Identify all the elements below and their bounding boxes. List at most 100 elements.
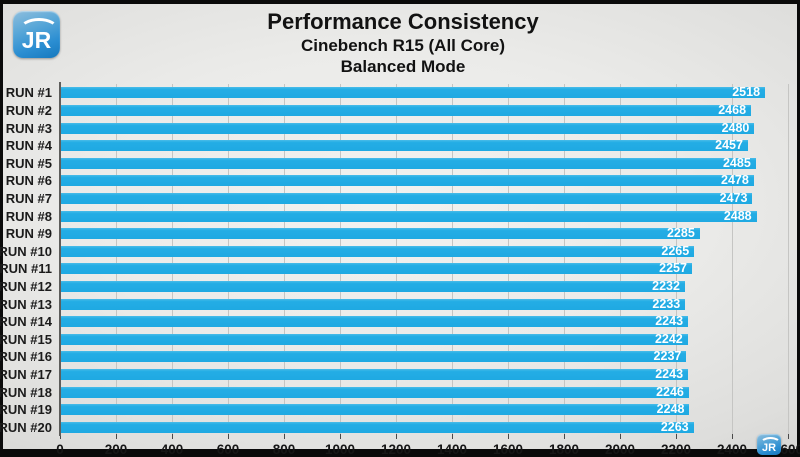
- gridline: [228, 84, 229, 434]
- value-label: 2243: [655, 314, 684, 329]
- x-axis-tick-label: 1400: [436, 442, 468, 457]
- run-label: RUN #1: [5, 85, 52, 101]
- gridline: [788, 84, 789, 434]
- x-axis-tick: [620, 434, 621, 439]
- gridline: [116, 84, 117, 434]
- run-label: RUN #2: [5, 102, 52, 118]
- run-label: RUN #18: [0, 384, 52, 400]
- bar: 2246: [60, 384, 689, 399]
- x-axis-tick-label: 2200: [660, 442, 692, 457]
- watermark-arc-icon: [760, 437, 781, 450]
- value-label: 2248: [656, 402, 685, 417]
- jr-channel-logo: JR: [13, 11, 60, 58]
- bar-row: 2263: [60, 419, 694, 434]
- value-label: 2285: [666, 226, 695, 241]
- bar-row: 2457: [60, 139, 748, 151]
- x-axis-tick: [284, 434, 285, 439]
- value-label: 2263: [660, 419, 689, 434]
- chart-header: Performance Consistency Cinebench R15 (A…: [3, 9, 800, 77]
- run-label: RUN #3: [5, 120, 52, 136]
- run-label: RUN #17: [0, 366, 52, 382]
- run-label: RUN #4: [5, 138, 52, 154]
- bar: 2243: [60, 314, 689, 329]
- run-label: RUN #9: [5, 226, 52, 242]
- value-label: 2237: [653, 349, 682, 364]
- x-axis-tick-label: 200: [104, 442, 128, 457]
- value-label: 2485: [722, 155, 751, 170]
- bar-row: 2285: [60, 226, 700, 241]
- x-axis-tick-label: 600: [216, 442, 240, 457]
- page-title: Performance Consistency: [267, 9, 539, 34]
- bar: 2265: [60, 243, 695, 258]
- bar: 2468: [60, 102, 752, 117]
- value-label: 2265: [661, 243, 690, 258]
- x-axis-tick: [676, 434, 677, 439]
- run-label: RUN #16: [0, 349, 52, 365]
- bar: 2480: [60, 121, 755, 134]
- bar-row: 2485: [60, 155, 756, 170]
- value-label: 2478: [721, 173, 749, 188]
- chart-background: JR Performance Consistency Cinebench R15…: [0, 4, 800, 457]
- run-label: RUN #5: [5, 155, 52, 171]
- bar: 2518: [60, 85, 766, 100]
- value-label: 2233: [652, 296, 681, 311]
- bar-row: 2248: [60, 402, 690, 417]
- gridline: [676, 84, 677, 434]
- bar: 2263: [60, 419, 694, 434]
- gridline: [452, 84, 453, 434]
- bar-row: 2518: [60, 85, 766, 100]
- x-axis-tick: [116, 434, 117, 439]
- bar: 2457: [60, 139, 748, 151]
- value-label: 2246: [656, 384, 684, 399]
- run-label: RUN #7: [5, 190, 52, 206]
- x-axis-tick: [732, 434, 733, 439]
- bar-row: 2243: [60, 314, 689, 329]
- x-axis-tick-label: 2000: [604, 442, 636, 457]
- run-label: RUN #13: [0, 296, 52, 312]
- value-label: 2473: [719, 190, 748, 205]
- x-axis-tick: [172, 434, 173, 439]
- x-axis-tick: [228, 434, 229, 439]
- bar: 2233: [60, 296, 686, 311]
- value-label: 2468: [718, 102, 747, 117]
- value-label: 2518: [732, 85, 761, 100]
- x-axis-tick-label: 1200: [380, 442, 412, 457]
- bar-row: 2473: [60, 190, 753, 205]
- gridline: [620, 84, 621, 434]
- gridline: [340, 84, 341, 434]
- gridline: [508, 84, 509, 434]
- subtitle-mode: Balanced Mode: [340, 57, 466, 76]
- run-label: RUN #12: [0, 278, 52, 294]
- x-axis-tick: [508, 434, 509, 439]
- x-axis-tick: [60, 434, 61, 439]
- x-axis-tick-label: 1000: [324, 442, 356, 457]
- x-axis-tick-label: 800: [272, 442, 296, 457]
- bar-row: 2237: [60, 349, 687, 364]
- bar: 2478: [60, 173, 754, 188]
- logo-arc-icon: [19, 18, 59, 42]
- bar: 2473: [60, 190, 753, 205]
- bar-row: 2478: [60, 173, 754, 188]
- gridline: [284, 84, 285, 434]
- x-axis-tick-label: 400: [160, 442, 184, 457]
- bar: 2285: [60, 226, 700, 241]
- gridline: [172, 84, 173, 434]
- bar-row: 2242: [60, 331, 688, 346]
- run-label: RUN #15: [0, 331, 52, 347]
- x-axis-tick: [340, 434, 341, 439]
- x-axis-tick-label: 0: [56, 442, 64, 457]
- bar-row: 2243: [60, 368, 689, 380]
- x-axis-tick: [452, 434, 453, 439]
- x-axis-tick: [564, 434, 565, 439]
- value-label: 2488: [723, 208, 752, 223]
- bar-row: 2233: [60, 296, 686, 311]
- value-label: 2257: [659, 261, 687, 276]
- plot-area: 0 200 400 600 800 1000 1200 1400 1600 1800 2000 220…: [0, 82, 800, 457]
- run-label: RUN #8: [5, 208, 52, 224]
- bar-row: 2232: [60, 280, 685, 292]
- bar: 2488: [60, 208, 757, 223]
- gridline: [396, 84, 397, 434]
- x-axis-tick: [788, 434, 789, 439]
- subtitle-benchmark: Cinebench R15 (All Core): [300, 36, 506, 55]
- value-label: 2242: [654, 331, 683, 346]
